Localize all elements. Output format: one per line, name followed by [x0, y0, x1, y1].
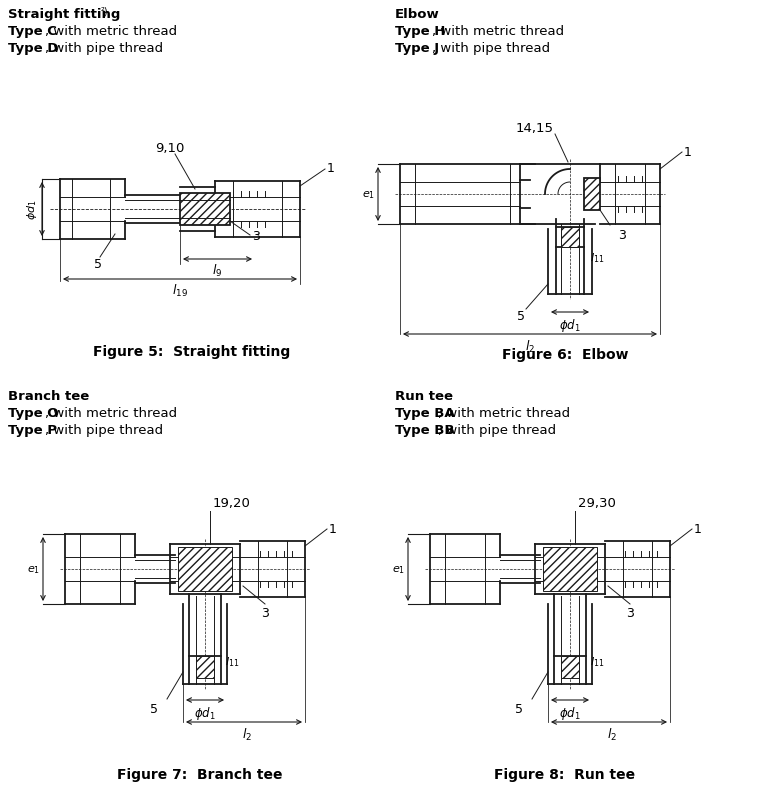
- Text: Type BA: Type BA: [395, 406, 454, 419]
- Text: Type H: Type H: [395, 25, 445, 38]
- Text: 5: 5: [150, 702, 158, 715]
- Bar: [178, 547, 232, 591]
- Text: Straight fitting: Straight fitting: [8, 8, 121, 21]
- Text: 1: 1: [329, 523, 337, 536]
- Text: Type BB: Type BB: [395, 423, 454, 436]
- Text: , with metric thread: , with metric thread: [45, 25, 178, 38]
- Text: $\phi d_1$: $\phi d_1$: [559, 704, 581, 721]
- Bar: [543, 547, 597, 591]
- Text: 19,20: 19,20: [213, 496, 251, 509]
- Text: $l_2$: $l_2$: [607, 726, 617, 742]
- Text: 5: 5: [515, 702, 523, 715]
- Bar: [196, 656, 214, 678]
- Text: Figure 6:  Elbow: Figure 6: Elbow: [501, 348, 628, 362]
- Text: 1: 1: [684, 146, 692, 159]
- Text: $e_1$: $e_1$: [27, 564, 40, 575]
- Text: $e_1$: $e_1$: [362, 189, 375, 200]
- Text: 3: 3: [252, 230, 260, 242]
- Text: , with pipe thread: , with pipe thread: [45, 423, 163, 436]
- Text: , with pipe thread: , with pipe thread: [438, 423, 557, 436]
- Text: Elbow: Elbow: [395, 8, 440, 21]
- Text: 5: 5: [94, 258, 102, 271]
- Text: 29,30: 29,30: [578, 496, 616, 509]
- Text: Type J: Type J: [395, 42, 439, 55]
- Text: $l_2$: $l_2$: [525, 338, 535, 354]
- Text: 3: 3: [618, 229, 626, 242]
- Text: , with metric thread: , with metric thread: [438, 406, 571, 419]
- Text: , with pipe thread: , with pipe thread: [432, 42, 551, 55]
- Bar: [561, 656, 579, 678]
- Bar: [561, 228, 579, 247]
- Text: 9,10: 9,10: [155, 142, 185, 155]
- Text: 5: 5: [517, 310, 525, 323]
- Text: $\phi d_1$: $\phi d_1$: [194, 704, 216, 721]
- Text: Type O: Type O: [8, 406, 58, 419]
- Text: , with metric thread: , with metric thread: [432, 25, 564, 38]
- Text: 1: 1: [694, 523, 702, 536]
- Text: $l_{11}$: $l_{11}$: [225, 654, 239, 668]
- Text: , with pipe thread: , with pipe thread: [45, 42, 163, 55]
- Text: 3: 3: [261, 607, 269, 620]
- Text: , with metric thread: , with metric thread: [45, 406, 178, 419]
- Text: Branch tee: Branch tee: [8, 389, 89, 402]
- Text: Type P: Type P: [8, 423, 57, 436]
- Bar: [584, 178, 600, 211]
- Text: Figure 8:  Run tee: Figure 8: Run tee: [494, 767, 635, 781]
- Text: ²): ²): [101, 7, 108, 17]
- Text: $\phi d_1$: $\phi d_1$: [25, 200, 39, 220]
- Text: Run tee: Run tee: [395, 389, 453, 402]
- Text: 1: 1: [327, 162, 335, 175]
- Text: 3: 3: [626, 607, 634, 620]
- Text: $l_9$: $l_9$: [212, 263, 223, 279]
- Text: $l_{19}$: $l_{19}$: [172, 283, 188, 298]
- Text: Type C: Type C: [8, 25, 57, 38]
- Text: $l_{11}$: $l_{11}$: [590, 654, 604, 668]
- Text: Type D: Type D: [8, 42, 58, 55]
- Text: $e_1$: $e_1$: [392, 564, 405, 575]
- Text: $l_{11}$: $l_{11}$: [590, 251, 604, 264]
- Text: Figure 5:  Straight fitting: Figure 5: Straight fitting: [93, 345, 291, 358]
- Text: $l_2$: $l_2$: [242, 726, 252, 742]
- Text: 14,15: 14,15: [516, 122, 554, 135]
- Text: Figure 7:  Branch tee: Figure 7: Branch tee: [117, 767, 283, 781]
- Bar: [180, 194, 230, 225]
- Text: $\phi d_1$: $\phi d_1$: [559, 316, 581, 333]
